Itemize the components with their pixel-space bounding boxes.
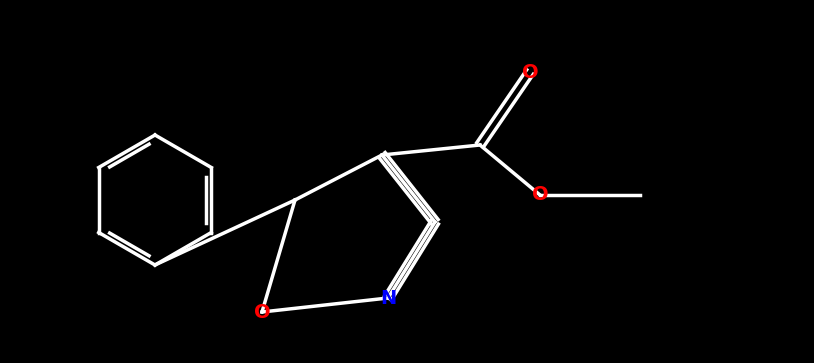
Text: O: O bbox=[522, 62, 538, 82]
Text: O: O bbox=[532, 185, 549, 204]
Text: O: O bbox=[254, 302, 270, 322]
Text: N: N bbox=[380, 289, 396, 307]
